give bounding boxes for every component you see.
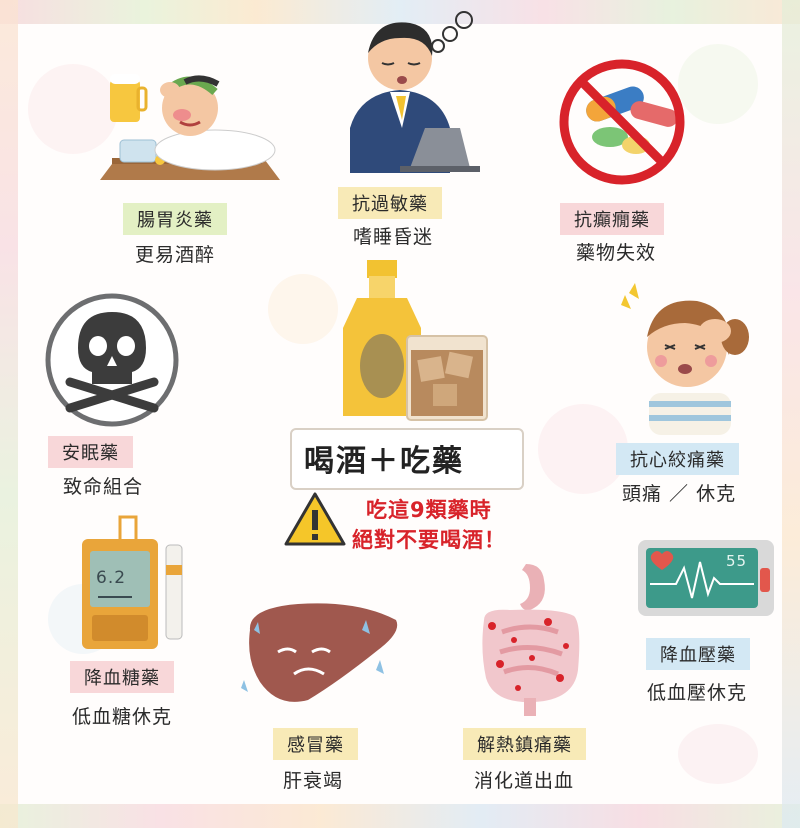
label-drug-2: 抗過敏藥	[338, 187, 442, 219]
skull-crossbones-icon	[45, 293, 179, 427]
intestine-bleeding-icon	[482, 564, 580, 716]
glucose-meter-icon	[82, 515, 183, 649]
label-effect-1: 更易酒醉	[135, 244, 216, 266]
label-drug-7: 感冒藥	[273, 728, 358, 760]
decorative-border-left	[0, 0, 18, 828]
glucose-reading: 6.2	[96, 568, 127, 588]
label-drug-8: 解熱鎮痛藥	[463, 728, 586, 760]
label-drug-1: 腸胃炎藥	[123, 203, 227, 235]
sleepy-worker-icon	[350, 11, 480, 173]
warning-line-2: 絕對不要喝酒！	[352, 528, 506, 552]
label-effect-8: 消化道出血	[474, 770, 575, 792]
label-effect-7: 肝衰竭	[283, 770, 344, 792]
label-effect-6: 低血糖休克	[72, 706, 173, 728]
label-drug-6: 降血糖藥	[70, 661, 174, 693]
headache-girl-icon	[621, 283, 749, 435]
label-effect-3: 藥物失效	[576, 242, 657, 264]
decorative-border-top	[0, 0, 800, 24]
warning-line-1: 吃這9類藥時	[366, 498, 492, 522]
page-title: 喝酒＋吃藥	[304, 444, 464, 479]
decorative-border-bottom	[0, 804, 800, 828]
label-drug-3: 抗癲癇藥	[560, 203, 664, 235]
heart-monitor-icon	[638, 540, 774, 616]
decorative-border-right	[782, 0, 800, 828]
drunk-man-icon	[100, 74, 280, 180]
label-effect-9: 低血壓休克	[647, 682, 748, 704]
title-frame	[290, 428, 524, 490]
label-drug-4: 安眠藥	[48, 436, 133, 468]
label-effect-2: 嗜睡昏迷	[353, 226, 434, 248]
warning-triangle-icon	[284, 492, 346, 546]
label-drug-5: 抗心絞痛藥	[616, 443, 739, 475]
label-effect-5: 頭痛 ／ 休克	[622, 483, 737, 505]
label-drug-9: 降血壓藥	[646, 638, 750, 670]
liquor-bottle-glass-icon	[343, 260, 488, 421]
sad-liver-icon	[241, 603, 398, 702]
label-effect-4: 致命組合	[63, 476, 144, 498]
no-pills-icon	[559, 59, 685, 185]
monitor-reading: 55	[726, 552, 748, 570]
